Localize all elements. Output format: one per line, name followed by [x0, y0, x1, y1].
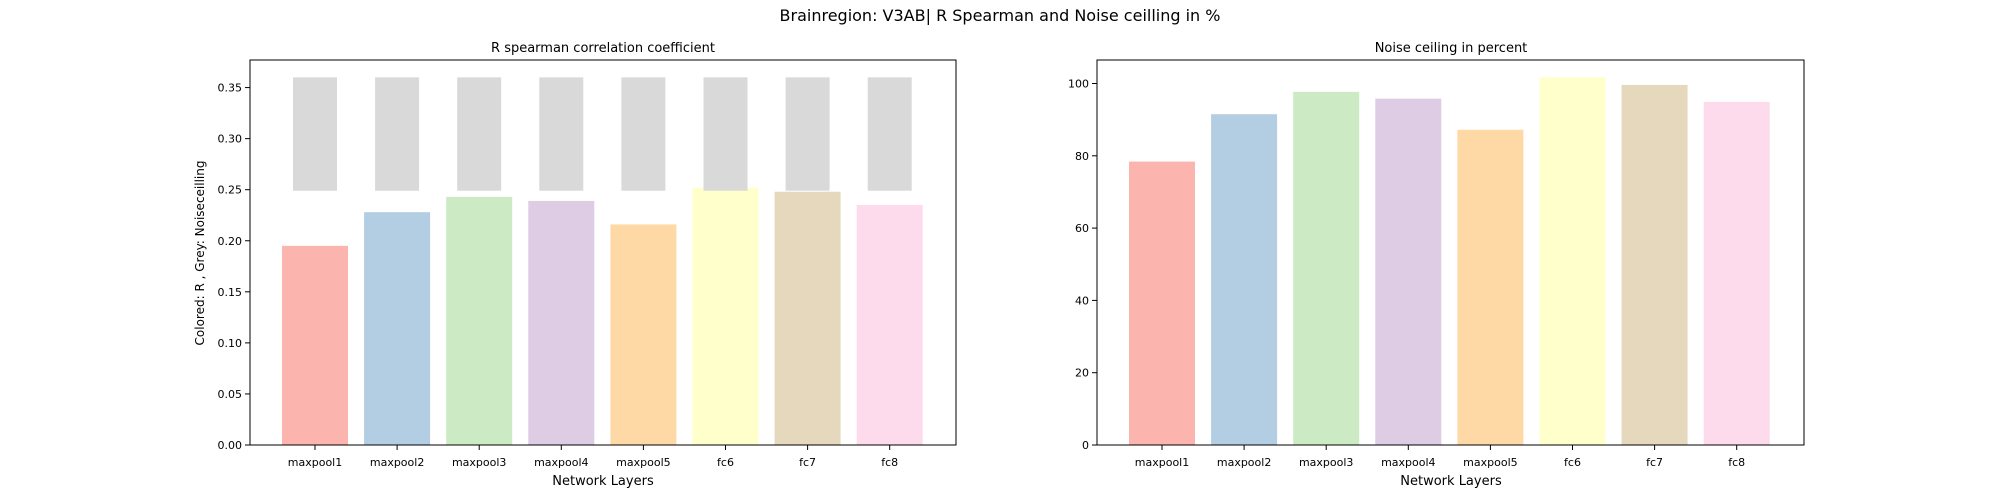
noise-ceiling-bar — [375, 77, 420, 191]
y-tick-label: 40 — [1075, 294, 1089, 307]
data-bar — [610, 224, 677, 445]
noise-ceiling-bar — [293, 77, 337, 191]
data-bar — [774, 191, 841, 445]
y-tick-label: 0.25 — [218, 184, 243, 197]
y-tick-label: 0.10 — [218, 337, 243, 350]
noise-ceiling-bar — [703, 77, 748, 191]
figure-title: Brainregion: V3AB| R Spearman and Noise … — [779, 6, 1221, 25]
y-tick-label: 0.15 — [218, 286, 243, 299]
data-bar — [364, 212, 431, 445]
x-tick-label: maxpool1 — [1135, 456, 1189, 469]
x-tick-label: fc8 — [881, 456, 898, 469]
x-tick-label: fc8 — [1728, 456, 1745, 469]
x-tick-label: fc7 — [799, 456, 816, 469]
x-tick-label: fc7 — [1646, 456, 1663, 469]
x-axis-label: Network Layers — [552, 474, 654, 489]
y-tick-label: 60 — [1075, 222, 1089, 235]
data-bar — [856, 205, 923, 445]
noise-ceiling-bar — [785, 77, 830, 191]
data-bar — [446, 196, 513, 445]
y-tick-label: 0.35 — [218, 82, 243, 95]
data-bar — [1293, 91, 1360, 446]
y-tick-label: 80 — [1075, 150, 1089, 163]
y-tick-label: 0.30 — [218, 133, 243, 146]
noise-ceiling-bar — [867, 77, 912, 191]
data-bar — [1375, 98, 1442, 445]
noise-ceiling-bar — [621, 77, 666, 191]
subplot-title: R spearman correlation coefficient — [491, 41, 715, 56]
y-axis-label: Colored: R , Grey: Noiseceilling — [193, 161, 207, 346]
data-bar — [282, 245, 348, 445]
data-bar — [1621, 84, 1688, 445]
y-tick-label: 0.05 — [218, 388, 243, 401]
axes-frame — [249, 59, 957, 446]
noise-ceiling-bar — [457, 77, 502, 191]
x-tick-label: maxpool4 — [1381, 456, 1435, 469]
x-tick-label: maxpool5 — [616, 456, 670, 469]
x-tick-label: maxpool5 — [1463, 456, 1517, 469]
data-bar — [1129, 161, 1195, 445]
x-tick-label: maxpool4 — [534, 456, 588, 469]
x-tick-label: maxpool3 — [452, 456, 506, 469]
data-bar — [1703, 101, 1770, 446]
x-tick-label: maxpool1 — [288, 456, 342, 469]
y-tick-label: 20 — [1075, 367, 1089, 380]
x-tick-label: maxpool3 — [1299, 456, 1353, 469]
data-bar — [1211, 114, 1278, 446]
y-tick-label: 0 — [1082, 439, 1089, 452]
y-tick-label: 0.20 — [218, 235, 243, 248]
axes-frame — [1096, 59, 1805, 446]
x-tick-label: maxpool2 — [1217, 456, 1271, 469]
data-bar — [1539, 77, 1606, 445]
subplot-title: Noise ceiling in percent — [1375, 41, 1528, 56]
subplot-noise-ceiling: Noise ceiling in percent Network Layers … — [1068, 41, 1805, 489]
x-axis-label: Network Layers — [1400, 474, 1502, 489]
y-tick-label: 100 — [1068, 77, 1089, 90]
data-bar — [528, 200, 595, 445]
data-bar — [1457, 129, 1524, 445]
data-bar — [692, 187, 759, 445]
x-tick-label: fc6 — [1564, 456, 1581, 469]
x-tick-label: fc6 — [717, 456, 734, 469]
noise-ceiling-bar — [539, 77, 584, 191]
x-tick-label: maxpool2 — [370, 456, 424, 469]
subplot-r-spearman: R spearman correlation coefficient Netwo… — [193, 41, 957, 489]
y-tick-label: 0.00 — [218, 439, 243, 452]
